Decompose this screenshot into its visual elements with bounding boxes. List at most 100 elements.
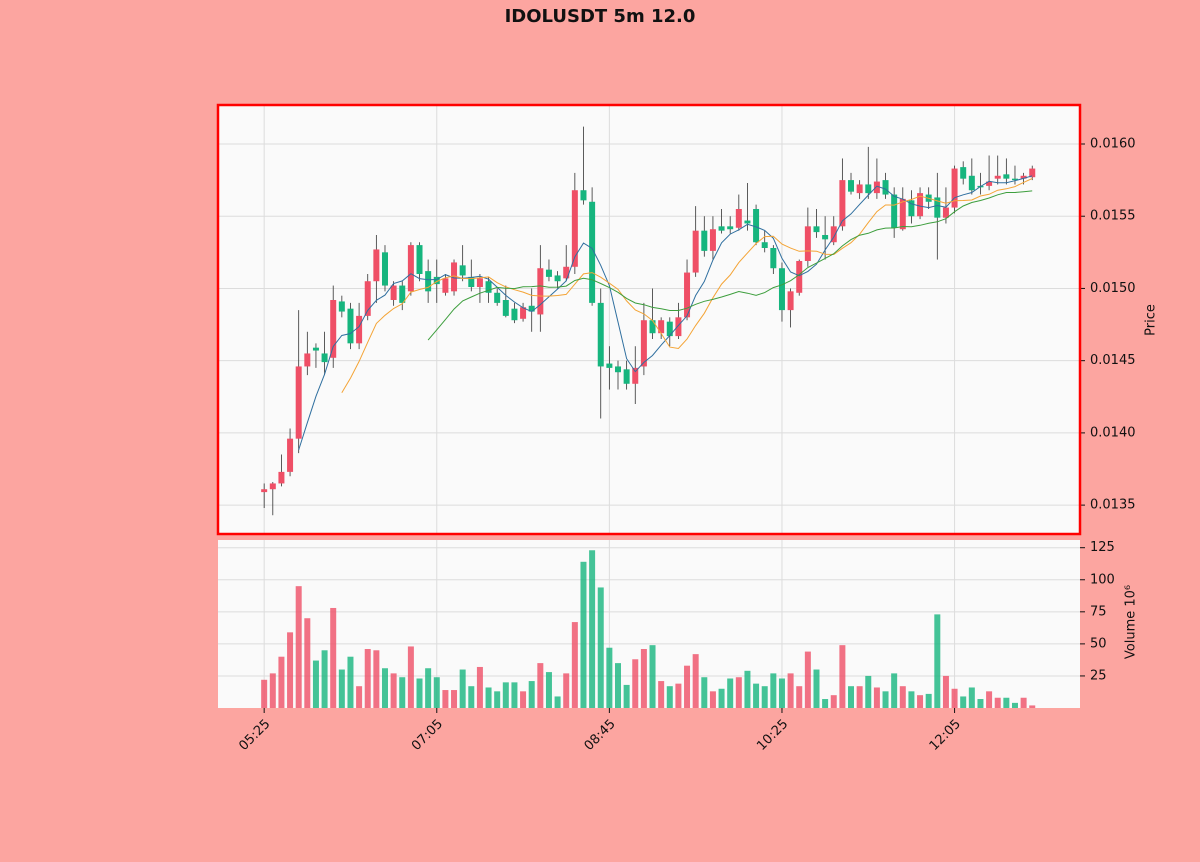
volume-bar	[727, 678, 734, 708]
volume-bar	[882, 691, 889, 708]
candle-body	[666, 321, 673, 337]
volume-bar	[615, 663, 622, 708]
volume-bar	[451, 690, 458, 708]
candle-body	[589, 201, 596, 303]
candle-body	[269, 483, 276, 490]
candle-body	[312, 347, 319, 351]
volume-bar	[364, 649, 371, 708]
candle-body	[778, 268, 785, 311]
volume-bar	[951, 688, 958, 708]
candle-body	[986, 181, 993, 186]
volume-bar	[942, 675, 949, 708]
candle-body	[459, 265, 466, 276]
candle-body	[891, 194, 898, 228]
volume-bar	[1003, 697, 1010, 708]
candle-body	[899, 198, 906, 230]
volume-bar	[692, 654, 699, 708]
candle-body	[321, 353, 328, 363]
candle-body	[442, 278, 449, 293]
candle-body	[330, 300, 337, 358]
candle-body	[468, 276, 475, 287]
volume-bar	[278, 656, 285, 708]
volume-bar	[476, 666, 483, 708]
candle-body	[407, 245, 414, 292]
volume-bar	[796, 686, 803, 708]
price-frame	[216, 103, 1082, 536]
volume-bar	[822, 699, 829, 708]
candle-body	[761, 242, 768, 248]
candle-body	[951, 168, 958, 208]
volume-bar	[554, 696, 561, 708]
y-tick-label: 0.0145	[1090, 353, 1136, 368]
y2-tick-label: 25	[1090, 668, 1107, 683]
candle-body	[545, 269, 552, 277]
volume-bar	[899, 686, 906, 708]
y2-tick-label: 125	[1090, 540, 1115, 555]
volume-bar	[761, 686, 768, 708]
volume-bar	[459, 669, 466, 708]
volume-bar	[373, 650, 380, 708]
y-tick-label: 0.0150	[1090, 281, 1136, 296]
candle-body	[839, 180, 846, 227]
volume-bar	[494, 691, 501, 708]
volume-bar	[356, 686, 363, 708]
plot-layer: 0.0135 0.0140 0.0145 0.0150 0.0155 0.0160 25 50…	[218, 105, 1136, 754]
y-axis-label: Price	[1144, 304, 1159, 336]
volume-bar	[856, 686, 863, 708]
candle-body	[735, 209, 742, 228]
volume-bar	[666, 686, 673, 708]
volume-bar	[770, 673, 777, 708]
volume-bar	[537, 663, 544, 708]
candle-body	[580, 190, 587, 201]
candle-body	[502, 300, 509, 316]
volume-bar	[934, 614, 941, 708]
volume-bar	[658, 681, 665, 708]
candle-body	[399, 285, 406, 303]
volume-bar	[520, 691, 527, 708]
volume-bar	[399, 677, 406, 708]
candle-body	[347, 308, 354, 344]
candle-body	[416, 245, 423, 274]
candle-body	[304, 353, 311, 367]
candle-body	[485, 281, 492, 293]
y2-tick-label: 75	[1090, 604, 1107, 619]
candle-body	[830, 226, 837, 243]
candle-body	[295, 366, 302, 439]
moving-average	[341, 178, 1033, 393]
volume-bar	[1011, 702, 1018, 708]
candle-body	[727, 226, 734, 230]
candle-body	[701, 230, 708, 251]
candle-body	[744, 220, 751, 224]
volume-bar	[813, 669, 820, 708]
candle-body	[373, 249, 380, 282]
candle-body	[537, 268, 544, 315]
volume-bar	[830, 695, 837, 708]
candle-body	[856, 184, 863, 194]
volume-bar	[511, 682, 518, 708]
volume-bar	[744, 670, 751, 708]
candle-body	[882, 180, 889, 195]
volume-bar	[442, 690, 449, 708]
candle-body	[554, 275, 561, 282]
volume-bar	[312, 660, 319, 708]
y2-tick-label: 100	[1090, 572, 1115, 587]
candle-body	[942, 207, 949, 218]
candle-body	[692, 230, 699, 273]
candle-body	[968, 175, 975, 191]
candle-body	[606, 363, 613, 368]
candle-body	[960, 167, 967, 179]
volume-bar	[623, 684, 630, 708]
volume-bar	[701, 677, 708, 708]
candle-body	[381, 252, 388, 286]
y-tick-label: 0.0160	[1090, 137, 1136, 152]
volume-bar	[891, 673, 898, 708]
candle-body	[718, 226, 725, 231]
volume-bar	[640, 649, 647, 708]
candle-body	[709, 229, 716, 251]
candle-body	[615, 366, 622, 373]
candle-body	[563, 266, 570, 279]
volume-bar	[597, 587, 604, 708]
candle-body	[1011, 178, 1018, 181]
volume-bar	[545, 672, 552, 708]
